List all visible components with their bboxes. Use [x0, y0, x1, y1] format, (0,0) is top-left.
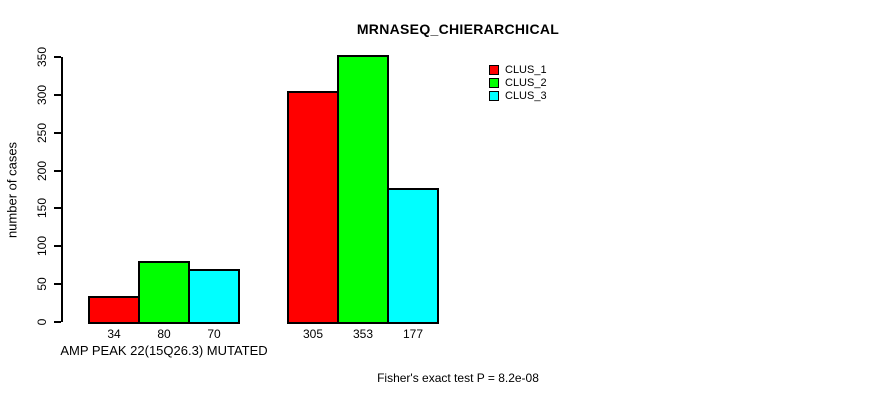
bar-value-label: 353	[352, 327, 374, 341]
chart-title: MRNASEQ_CHIERARCHICAL	[356, 21, 560, 37]
y-axis-tick	[54, 169, 61, 172]
x-axis-group-label: AMP PEAK 22(15Q26.3) MUTATED	[60, 343, 268, 358]
y-axis-tick	[54, 245, 61, 248]
bar-clus_2-group2	[337, 55, 389, 324]
bar-value-label: 80	[157, 327, 171, 341]
y-axis-tick-label: 100	[35, 236, 49, 257]
y-axis-tick	[54, 93, 61, 96]
legend: CLUS_1 CLUS_2 CLUS_3	[489, 63, 547, 102]
y-axis-tick-label: 150	[35, 198, 49, 219]
bar-value-label: 177	[402, 327, 424, 341]
legend-swatch-icon	[489, 77, 499, 88]
bar-value-label: 70	[207, 327, 221, 341]
legend-label: CLUS_2	[505, 76, 547, 89]
y-axis-tick	[54, 131, 61, 134]
legend-entry-clus_2: CLUS_2	[489, 76, 547, 89]
bar-value-label: 305	[302, 327, 324, 341]
y-axis-tick	[54, 283, 61, 286]
y-axis-tick	[54, 56, 61, 58]
y-axis-tick-label: 300	[35, 84, 49, 105]
annotation-text: Fisher's exact test P = 8.2e-08	[377, 371, 539, 385]
legend-label: CLUS_3	[505, 89, 547, 102]
bar-clus_1-group2	[287, 91, 339, 324]
y-axis-tick-label: 0	[35, 318, 49, 326]
y-axis-tick-label: 250	[35, 122, 49, 143]
bar-clus_3-group1	[188, 269, 240, 324]
bar-clus_2-group1	[138, 261, 190, 324]
legend-swatch-icon	[489, 64, 499, 75]
y-axis-tick	[54, 321, 61, 323]
legend-entry-clus_1: CLUS_1	[489, 63, 547, 76]
y-axis-tick-label: 200	[35, 160, 49, 181]
bar-value-label: 34	[107, 327, 121, 341]
bar-clus_1-group1	[88, 296, 140, 324]
y-axis-tick-label: 50	[35, 277, 49, 291]
y-axis-label: number of cases	[4, 141, 20, 239]
y-axis-tick-label: 350	[35, 46, 49, 68]
bar-clus_3-group2	[387, 188, 439, 324]
legend-label: CLUS_1	[505, 63, 547, 76]
y-axis-line	[61, 57, 63, 322]
y-axis-tick	[54, 207, 61, 210]
legend-entry-clus_3: CLUS_3	[489, 89, 547, 102]
legend-swatch-icon	[489, 90, 499, 101]
